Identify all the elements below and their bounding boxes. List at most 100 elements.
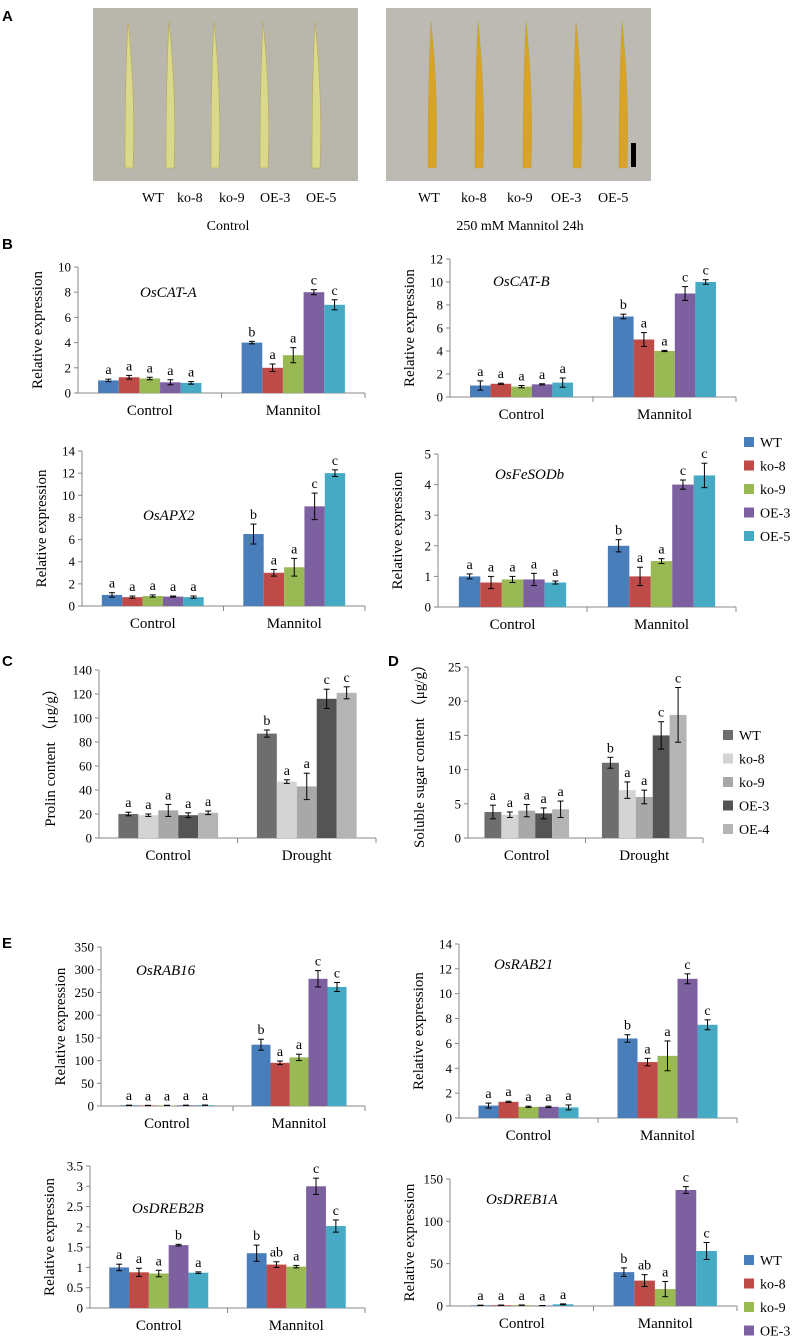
legend-label: OE-3 (760, 507, 790, 522)
x-category-label: Control (145, 848, 191, 864)
y-tick-label: 10 (439, 986, 452, 1001)
significance-letter: a (296, 1038, 303, 1053)
y-tick-label: 4 (69, 554, 76, 569)
significance-letter: c (680, 464, 686, 479)
bar (654, 1289, 676, 1306)
significance-letter: a (624, 766, 631, 781)
leaf-blade (618, 21, 628, 169)
y-tick-label: 200 (75, 1008, 95, 1023)
y-axis-label: Relative expression (402, 269, 418, 387)
significance-letter: a (560, 362, 567, 377)
legend-label: WT (760, 1254, 782, 1269)
y-tick-label: 0 (437, 390, 444, 405)
significance-letter: a (477, 1289, 484, 1304)
bar (657, 1055, 678, 1118)
bar (266, 1264, 287, 1308)
bar (188, 1272, 209, 1308)
x-category-label: Control (499, 407, 545, 423)
significance-letter: a (116, 1248, 123, 1263)
y-tick-label: 3 (77, 1179, 84, 1194)
significance-letter: a (524, 788, 531, 803)
y-tick-label: 2.5 (67, 1199, 83, 1214)
leaf-blade (124, 21, 134, 169)
significance-letter: c (324, 673, 330, 688)
bar (178, 815, 199, 838)
y-tick-label: 0 (455, 831, 462, 846)
bar (142, 596, 163, 606)
bar (652, 735, 670, 838)
bar (139, 378, 161, 393)
bar (284, 567, 305, 606)
y-tick-label: 10 (448, 762, 461, 777)
photo-panel-a: WT ko-8 ko-9 OE-3 OE-5 Control WT ko-8 k… (93, 8, 651, 234)
significance-letter: a (466, 558, 473, 573)
y-tick-label: 50 (81, 1076, 94, 1091)
gene-title: OsCAT-B (493, 274, 550, 290)
significance-letter: a (145, 1089, 152, 1104)
significance-letter: a (477, 365, 484, 380)
significance-letter: a (560, 1288, 567, 1303)
y-tick-label: 100 (75, 1053, 95, 1068)
legend-swatch (723, 824, 733, 834)
mannitol-leaves (427, 21, 628, 169)
significance-letter: a (509, 560, 516, 575)
significance-letter: a (519, 1289, 526, 1304)
legend-label: WT (739, 729, 761, 744)
y-tick-label: 6 (446, 1036, 453, 1051)
panel-label-b: B (2, 236, 13, 253)
y-tick-label: 10 (62, 488, 75, 503)
x-category-label: Control (130, 616, 176, 632)
significance-letter: b (615, 524, 622, 539)
significance-letter: a (488, 560, 495, 575)
control-photo (93, 8, 358, 181)
bar (276, 781, 297, 838)
bar (101, 594, 123, 606)
y-tick-label: 2 (65, 360, 72, 375)
significance-letter: a (658, 543, 665, 558)
bar (118, 377, 140, 393)
bar (518, 1106, 539, 1118)
bar (558, 1107, 579, 1118)
significance-letter: b (620, 1252, 627, 1267)
significance-letter: a (518, 370, 525, 385)
bar (675, 1190, 697, 1306)
bar (324, 304, 345, 393)
bar (325, 1226, 346, 1308)
bar (289, 1057, 309, 1106)
bar (544, 582, 567, 607)
y-axis-label: Relative expression (411, 972, 427, 1090)
significance-letter: a (641, 774, 648, 789)
y-axis-label: Relative expression (34, 469, 50, 587)
y-tick-label: 3 (425, 508, 432, 523)
gene-title: OsDREB2B (132, 1201, 204, 1217)
bar (148, 1273, 169, 1308)
significance-letter: a (545, 1090, 552, 1105)
x-category-label: Mannitol (637, 407, 692, 423)
bar (198, 812, 219, 838)
bar (478, 1105, 499, 1118)
x-category-label: Drought (282, 848, 333, 864)
y-tick-label: 8 (69, 510, 76, 525)
significance-letter: c (658, 706, 664, 721)
y-tick-label: 20 (448, 694, 461, 709)
significance-letter: a (188, 366, 195, 381)
significance-letter: a (490, 789, 497, 804)
bar (607, 545, 630, 607)
leaf-blade (427, 21, 437, 169)
significance-letter: a (125, 796, 132, 811)
bar (552, 809, 570, 838)
bar (168, 1245, 189, 1308)
y-tick-label: 2 (69, 576, 76, 591)
significance-letter: c (331, 284, 337, 299)
legend-label: OE-4 (739, 823, 769, 838)
y-axis-label: Relative expression (53, 967, 69, 1085)
y-tick-label: 8 (437, 298, 444, 313)
bar (109, 1267, 130, 1308)
bar (672, 484, 694, 607)
control-leaf-label: OE-5 (306, 191, 336, 206)
significance-letter: c (675, 672, 681, 687)
y-tick-label: 0 (69, 599, 76, 614)
